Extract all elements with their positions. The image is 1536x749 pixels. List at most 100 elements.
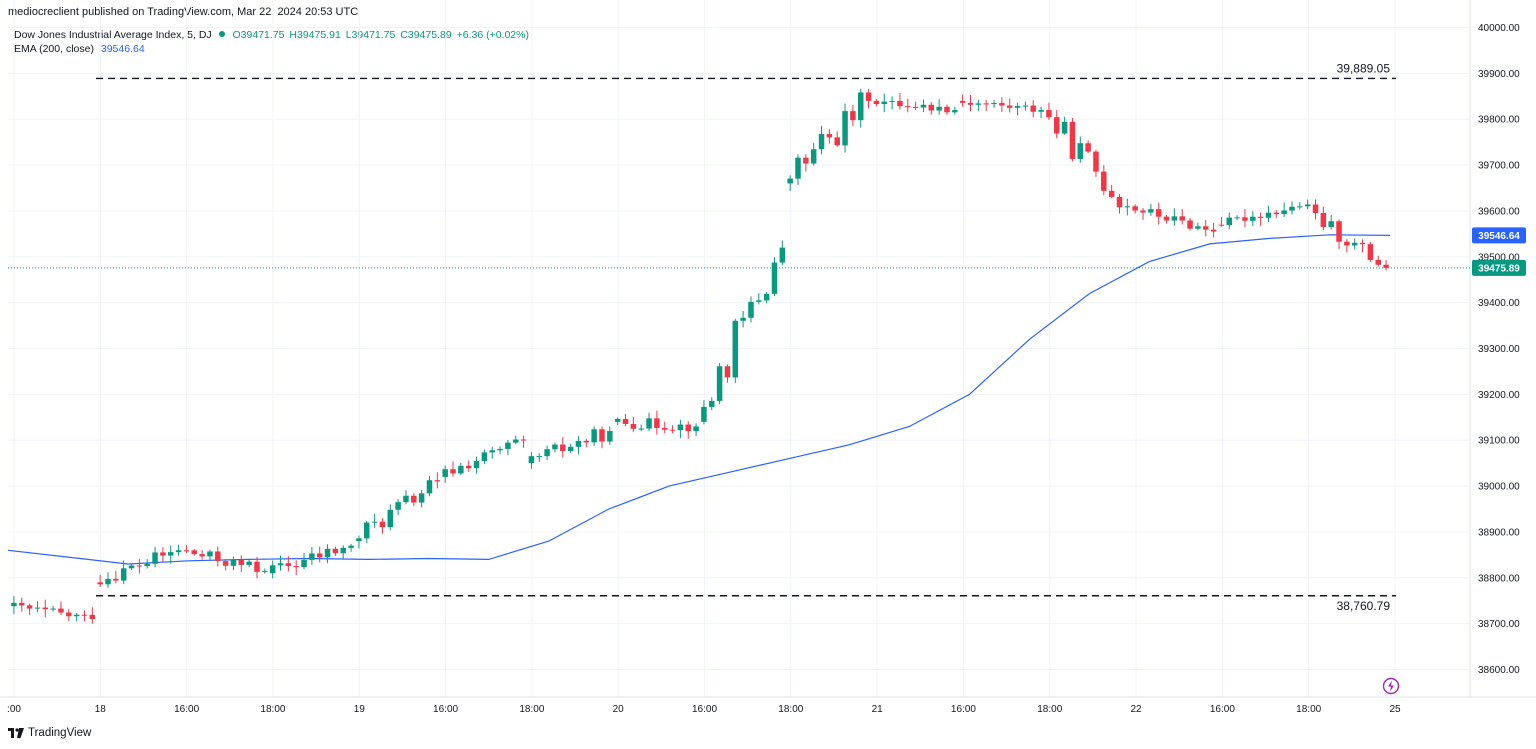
candle-body [936, 106, 942, 111]
candle [1218, 216, 1225, 227]
candle-body [1344, 241, 1350, 246]
candle [89, 607, 96, 624]
candle [316, 546, 323, 563]
candle [34, 601, 41, 613]
symbol-legend[interactable]: Dow Jones Industrial Average Index, 5, D… [14, 29, 529, 41]
candle [254, 556, 260, 579]
candle-body [207, 551, 213, 557]
candle-body [1030, 105, 1036, 112]
candle-body [716, 366, 723, 401]
candle-body [1289, 206, 1295, 211]
candle [42, 599, 49, 618]
candle [1124, 198, 1131, 216]
candle-body [222, 561, 229, 566]
candle [865, 88, 872, 109]
candle [1179, 209, 1185, 225]
candle [1359, 239, 1366, 253]
candle-body [1132, 206, 1138, 211]
candle [66, 609, 72, 622]
candle-body [497, 448, 503, 451]
candle-body [11, 602, 17, 607]
candle [120, 560, 127, 585]
candle-body [575, 440, 582, 447]
candle [426, 476, 433, 497]
y-tick-label: 39900.00 [1478, 69, 1520, 80]
candle-body [387, 509, 394, 528]
candle-body [1108, 190, 1115, 197]
candle-body [1210, 229, 1217, 232]
y-tick-label: 39400.00 [1478, 298, 1520, 309]
candle [262, 568, 268, 574]
candle [826, 129, 833, 144]
candle [677, 419, 684, 439]
level-label: 38,760.79 [1337, 599, 1391, 613]
candle [1030, 100, 1036, 118]
candle-body [364, 522, 370, 539]
candle-body [622, 418, 629, 425]
brand-name: TradingView [28, 727, 92, 739]
candle [1085, 140, 1091, 154]
candle [716, 362, 723, 405]
symbol-name: Dow Jones Industrial Average Index, 5, D… [14, 29, 212, 41]
candle-body [928, 104, 935, 111]
candle-body [787, 178, 793, 184]
ema-line [7, 234, 1391, 565]
candle [575, 436, 582, 455]
candle [1101, 165, 1107, 196]
candle [1234, 215, 1240, 221]
candle-body [1218, 224, 1225, 226]
candle-body [324, 548, 331, 558]
candle-body [395, 502, 401, 510]
footer-brand[interactable]: TradingView [8, 727, 91, 739]
candle-body [897, 100, 903, 107]
candle [520, 435, 527, 448]
candle [1202, 219, 1209, 237]
candle [1140, 208, 1146, 220]
candle-body [552, 444, 558, 450]
candle-body [1093, 151, 1099, 172]
candle-body [426, 480, 433, 494]
candle [709, 397, 715, 411]
candle [528, 452, 535, 469]
candle-body [58, 608, 64, 613]
candle [661, 421, 668, 434]
high-value: H39475.91 [289, 29, 341, 41]
candle [1328, 214, 1334, 230]
candle [536, 453, 543, 462]
candle-body [1116, 196, 1123, 208]
candle [1250, 211, 1256, 226]
candle [834, 131, 840, 147]
candle-body [1006, 105, 1013, 108]
candle [1289, 201, 1295, 215]
candle-body [748, 301, 754, 318]
candle-body [356, 538, 362, 542]
candle [309, 547, 315, 565]
candle-body [920, 104, 927, 108]
candle-body [1226, 217, 1233, 226]
candle [152, 546, 158, 568]
candle-body [309, 553, 315, 560]
candle-body [465, 465, 472, 469]
candle [183, 544, 190, 554]
candle [591, 426, 597, 446]
candle [403, 490, 409, 505]
lightning-icon[interactable] [1382, 677, 1400, 695]
candle [411, 493, 417, 506]
candle [238, 555, 245, 573]
candle-body [458, 465, 464, 474]
candle-body [991, 103, 997, 105]
ema-legend[interactable]: EMA (200, close) 39546.64 [14, 43, 145, 55]
candle-body [1085, 143, 1091, 152]
candle [1383, 260, 1389, 271]
candle-body [26, 605, 33, 609]
candle [434, 472, 441, 489]
x-tick-label: 18:00 [519, 704, 544, 715]
candle-body [952, 110, 958, 113]
candle [1006, 98, 1013, 113]
candle [1257, 212, 1264, 226]
candle [1367, 241, 1374, 262]
candle-body [293, 566, 299, 568]
candle-body [332, 548, 339, 554]
candle-body [865, 92, 872, 101]
